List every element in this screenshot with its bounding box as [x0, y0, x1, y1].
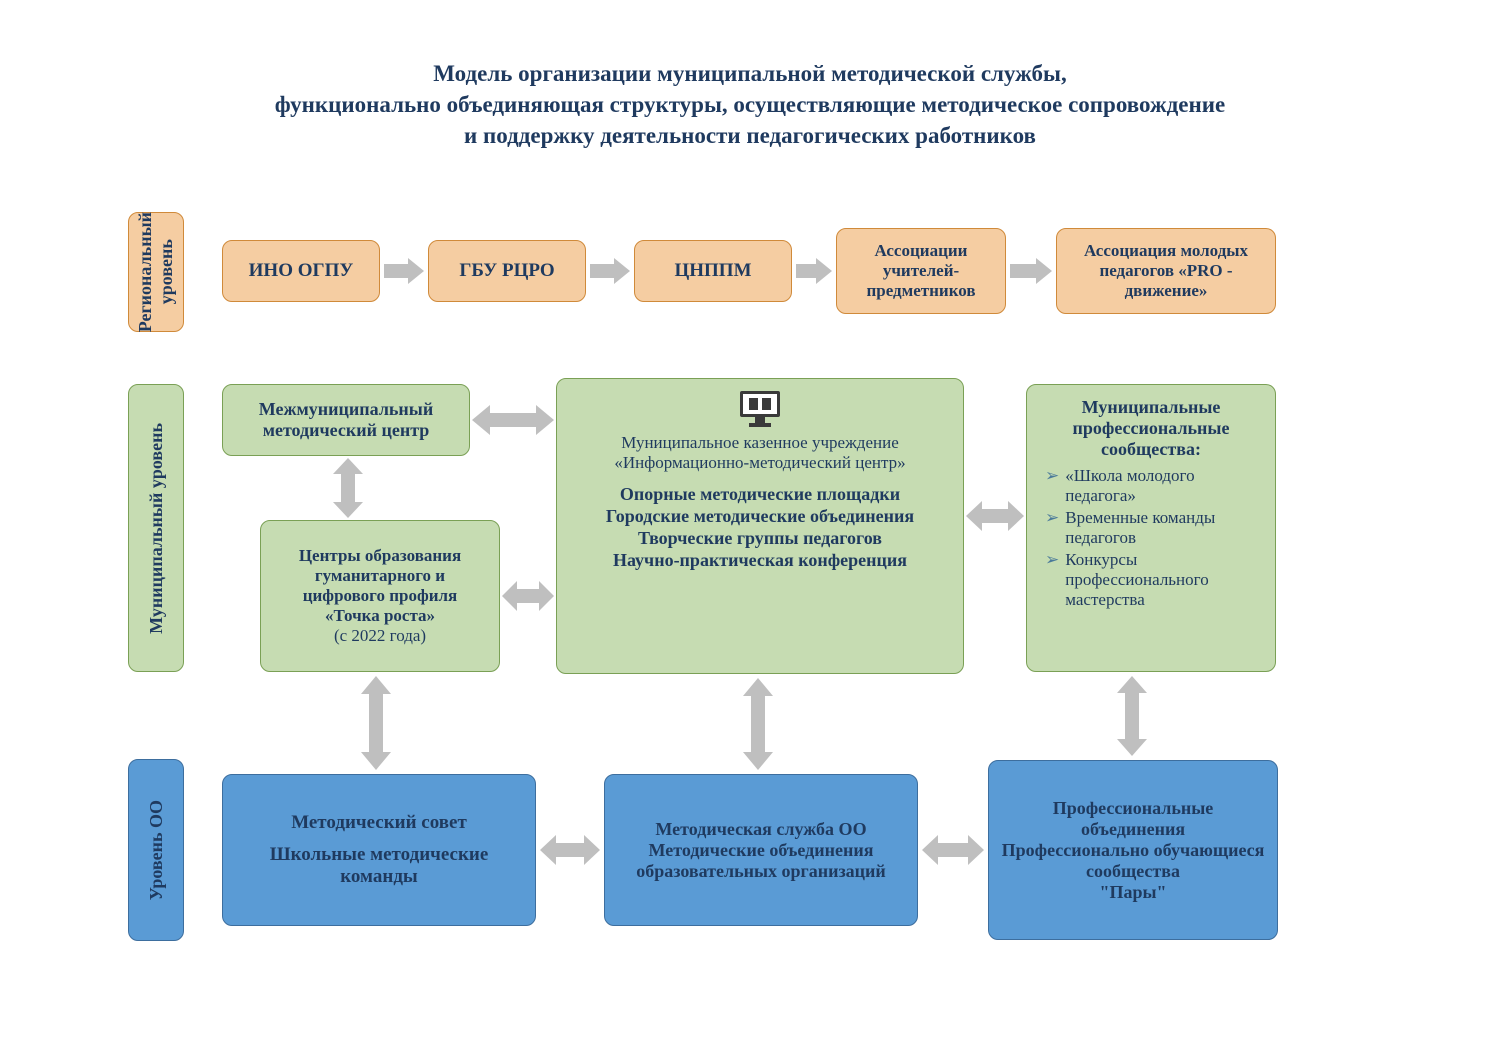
row-label-municipal-text: Муниципальный уровень [146, 423, 167, 634]
row-label-oo: Уровень ОО [128, 759, 184, 941]
node-assoc-pro: Ассоциация молодых педагогов «PRO - движ… [1056, 228, 1276, 314]
arrow-r1-3 [796, 256, 832, 286]
node-method-council: Методический совет Школьные методические… [222, 774, 536, 926]
title-line-1: Модель организации муниципальной методич… [0, 58, 1500, 89]
row-label-regional: Региональный уровень [128, 212, 184, 332]
arrow-r1-2 [590, 256, 630, 286]
arrow-v-g1-g2 [330, 458, 366, 518]
arrow-h-central-g4 [966, 498, 1024, 534]
community-list: ➢«Школа молодого педагога» ➢Временные ко… [1037, 466, 1265, 612]
node-ino-ogpu: ИНО ОГПУ [222, 240, 380, 302]
title-line-3: и поддержку деятельности педагогических … [0, 120, 1500, 151]
arrow-v-g2-b1 [358, 676, 394, 770]
arrow-v-central-b2 [740, 678, 776, 770]
arrow-h-b1-b2 [540, 832, 600, 868]
row-label-municipal: Муниципальный уровень [128, 384, 184, 672]
row-label-regional-text: Региональный уровень [135, 212, 177, 332]
node-gbu-rcro: ГБУ РЦРО [428, 240, 586, 302]
node-central-imc: Муниципальное казенное учреждение «Инфор… [556, 378, 964, 674]
diagram-title: Модель организации муниципальной методич… [0, 58, 1500, 151]
arrow-r1-1 [384, 256, 424, 286]
row-label-oo-text: Уровень ОО [146, 800, 167, 900]
node-municipal-communities: Муниципальные профессиональные сообществ… [1026, 384, 1276, 672]
arrow-h-g2-central [502, 578, 554, 614]
node-inter-municipal-center: Межмуниципальный методический центр [222, 384, 470, 456]
node-cnppm: ЦНППМ [634, 240, 792, 302]
arrow-v-g4-b3 [1114, 676, 1150, 756]
monitor-icon [735, 389, 785, 429]
title-line-2: функционально объединяющая структуры, ос… [0, 89, 1500, 120]
arrow-r1-4 [1010, 256, 1052, 286]
node-prof-associations: Профессиональные объединения Профессиона… [988, 760, 1278, 940]
node-assoc-teachers: Ассоциации учителей-предметников [836, 228, 1006, 314]
arrow-h-g1-central [472, 402, 554, 438]
node-method-service-oo: Методическая служба ОО Методические объе… [604, 774, 918, 926]
node-tochka-rosta: Центры образования гуманитарного и цифро… [260, 520, 500, 672]
arrow-h-b2-b3 [922, 832, 984, 868]
